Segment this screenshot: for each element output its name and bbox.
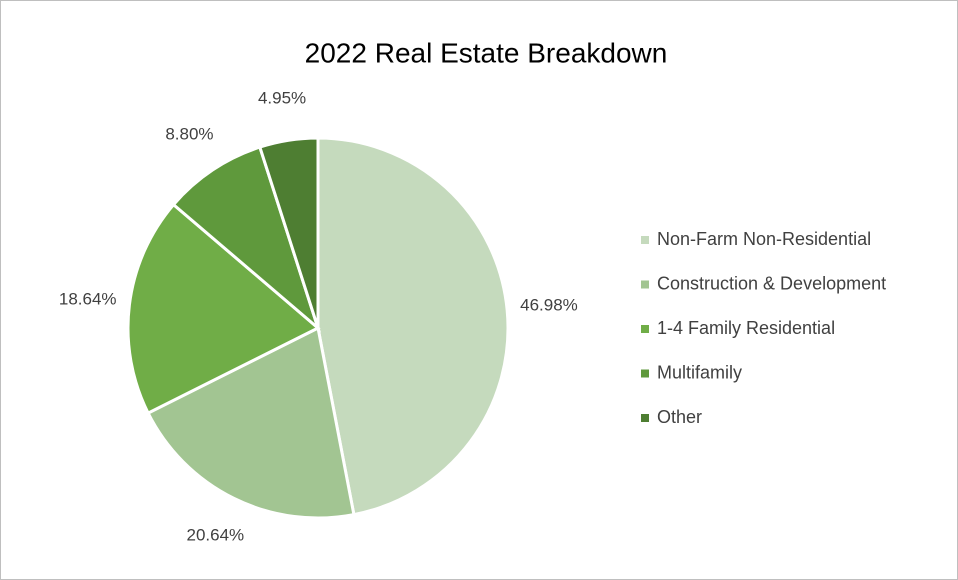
legend-label: Non-Farm Non-Residential [657,229,871,249]
legend-swatch [641,414,649,422]
legend-swatch [641,280,649,289]
legend-label: Construction & Development [657,273,886,293]
pie-slice [126,202,321,416]
chart-title: 2022 Real Estate Breakdown [305,37,668,68]
legend-label: Other [657,407,702,427]
pie-slice [257,136,320,329]
legend-swatch [641,369,649,378]
legend-swatch [641,236,649,244]
data-label: 8.80% [165,124,213,143]
data-label: 20.64% [187,526,245,545]
pie-slice [146,325,356,520]
data-label: 46.98% [520,295,578,314]
legend-swatch [641,325,649,333]
data-label: 18.64% [59,289,117,308]
legend-label: 1-4 Family Residential [657,318,835,338]
legend-label: Multifamily [657,362,742,382]
pie-slice [171,145,322,333]
data-label: 4.95% [258,88,306,107]
pie-slice [316,136,510,517]
